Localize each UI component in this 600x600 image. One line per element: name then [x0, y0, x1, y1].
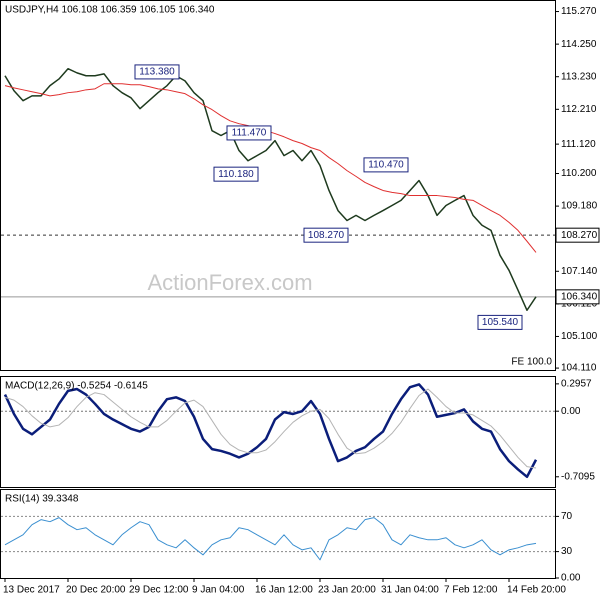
pane-title: RSI(14) 39.3348 [5, 494, 79, 505]
x-tick-label: 7 Feb 12:00 [444, 585, 498, 596]
y-tick-label: 0.00 [561, 573, 581, 584]
series-line [4, 388, 537, 469]
y-tick-label: 107.140 [561, 266, 598, 277]
annotation-box [303, 227, 349, 243]
annotation-label: 113.380 [139, 67, 175, 78]
y-tick-label: 70 [561, 511, 573, 522]
x-tick-label: 16 Jan 12:00 [255, 585, 313, 596]
annotation-box [226, 125, 272, 141]
annotation-box [134, 64, 180, 80]
macd-pane [0, 376, 556, 488]
x-tick-label: 20 Dec 20:00 [66, 585, 126, 596]
annotation-box [213, 166, 259, 182]
y-tick-label: 114.250 [561, 39, 597, 50]
y-tick-label: 0.00 [561, 406, 581, 417]
y-tick-label: 104.110 [561, 363, 597, 374]
series-line [3, 383, 538, 479]
annotation-label: 108.270 [308, 230, 345, 241]
note: FE 100.0 [511, 357, 552, 368]
price-pane [0, 0, 556, 371]
x-tick-label: 29 Dec 12:00 [129, 585, 189, 596]
rsi-pane [0, 489, 556, 579]
series-line [4, 67, 537, 312]
pane-title: USDJPY,H4 106.108 106.359 106.105 106.34… [5, 5, 215, 16]
y-tick-label: 115.270 [561, 6, 597, 17]
y-tick-label: 110.200 [561, 168, 597, 179]
x-tick-label: 13 Dec 2017 [3, 585, 60, 596]
y-tick-label: 109.180 [561, 201, 598, 212]
y-tick-label: 0.2957 [561, 379, 592, 390]
annotation-box [477, 314, 523, 330]
last-price-label: 106.340 [561, 291, 598, 302]
x-tick-label: 9 Jan 04:00 [192, 585, 245, 596]
annotation-label: 111.470 [232, 128, 267, 139]
y-tick-label: 105.100 [561, 331, 598, 342]
pane-title: MACD(12,26,9) -0.5254 -0.6145 [5, 381, 148, 392]
watermark: ActionForex.com [147, 270, 312, 295]
y-tick-label: 113.230 [561, 71, 597, 82]
last-price-box [555, 289, 600, 305]
x-tick-label: 14 Feb 20:00 [507, 585, 566, 596]
level-label: 108.270 [561, 230, 598, 241]
level-label-box [555, 227, 600, 243]
annotation-label: 110.470 [368, 160, 404, 171]
series-line [4, 517, 537, 561]
x-tick-label: 31 Jan 04:00 [381, 585, 439, 596]
annotation-label: 110.180 [218, 169, 254, 180]
y-tick-label: -0.7095 [561, 471, 595, 482]
annotation-box [363, 157, 409, 173]
y-tick-label: 111.120 [561, 139, 596, 150]
annotation-label: 105.540 [482, 317, 519, 328]
y-tick-label: 30 [561, 546, 573, 557]
y-tick-label: 112.210 [561, 104, 597, 115]
x-tick-label: 23 Jan 20:00 [318, 585, 376, 596]
